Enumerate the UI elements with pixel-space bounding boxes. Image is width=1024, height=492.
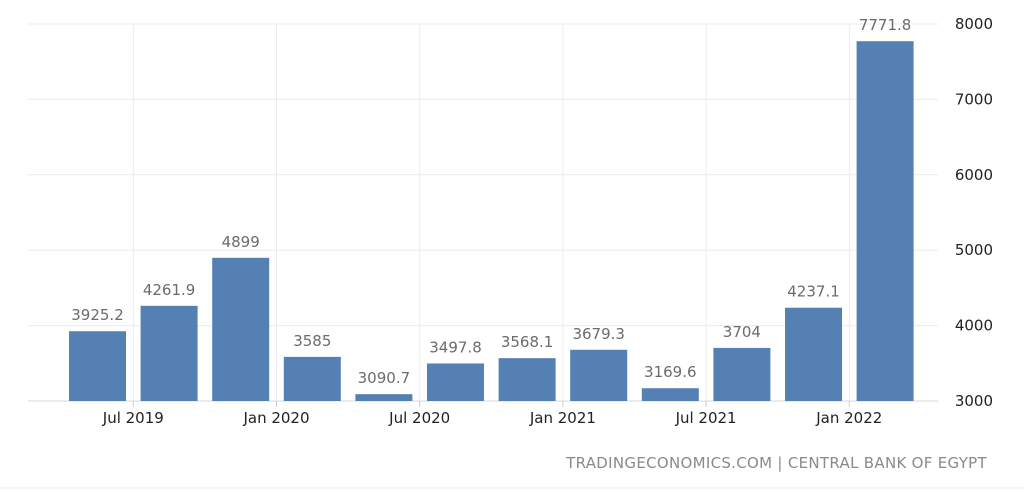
x-tick-label: Jan 2020 xyxy=(242,409,309,427)
bar xyxy=(713,347,771,401)
x-tick-label: Jan 2022 xyxy=(815,409,882,427)
source-credit: TRADINGECONOMICS.COM | CENTRAL BANK OF E… xyxy=(565,454,987,472)
bar-value-label: 3925.2 xyxy=(71,306,124,324)
bar-value-label: 7771.8 xyxy=(859,16,912,34)
bars xyxy=(69,41,914,402)
y-tick-label: 6000 xyxy=(955,166,993,184)
bar xyxy=(498,358,556,401)
bar xyxy=(212,257,270,401)
bar-value-label: 4261.9 xyxy=(143,281,196,299)
bar xyxy=(427,363,484,401)
bar-value-label: 3568.1 xyxy=(501,333,554,351)
y-tick-label: 8000 xyxy=(955,15,993,33)
x-axis-ticks: Jul 2019 Jan 2020 Jul 2020 Jan 2021 Jul 2021… xyxy=(102,401,882,427)
bar xyxy=(856,41,914,402)
bar-value-label: 3704 xyxy=(723,323,761,341)
bar xyxy=(140,305,198,401)
y-axis-ticks: 3000 4000 5000 6000 7000 8000 xyxy=(955,15,993,410)
bar-value-label: 4237.1 xyxy=(787,283,840,301)
x-tick-label: Jul 2021 xyxy=(675,409,737,427)
bar xyxy=(283,356,341,401)
x-tick-label: Jan 2021 xyxy=(529,409,596,427)
bar-value-label: 3090.7 xyxy=(358,369,411,387)
y-tick-label: 7000 xyxy=(955,90,993,108)
bar xyxy=(69,331,126,401)
bar-value-label: 3679.3 xyxy=(572,325,625,343)
bar-value-label: 3497.8 xyxy=(429,338,482,356)
bar xyxy=(570,349,628,401)
bar-value-label: 4899 xyxy=(222,233,260,251)
y-tick-label: 5000 xyxy=(955,241,993,259)
bar xyxy=(641,388,699,401)
x-tick-label: Jul 2019 xyxy=(102,409,164,427)
bar xyxy=(355,394,413,401)
bar xyxy=(785,307,842,401)
bar-value-label: 3169.6 xyxy=(644,363,697,381)
y-tick-label: 3000 xyxy=(955,392,993,410)
bar-value-label: 3585 xyxy=(293,332,331,350)
bar-value-labels: 3925.2 4261.9 4899 3585 3090.7 3497.8 3568.1 36… xyxy=(71,16,911,387)
x-tick-label: Jul 2020 xyxy=(388,409,450,427)
y-tick-label: 4000 xyxy=(955,317,993,335)
